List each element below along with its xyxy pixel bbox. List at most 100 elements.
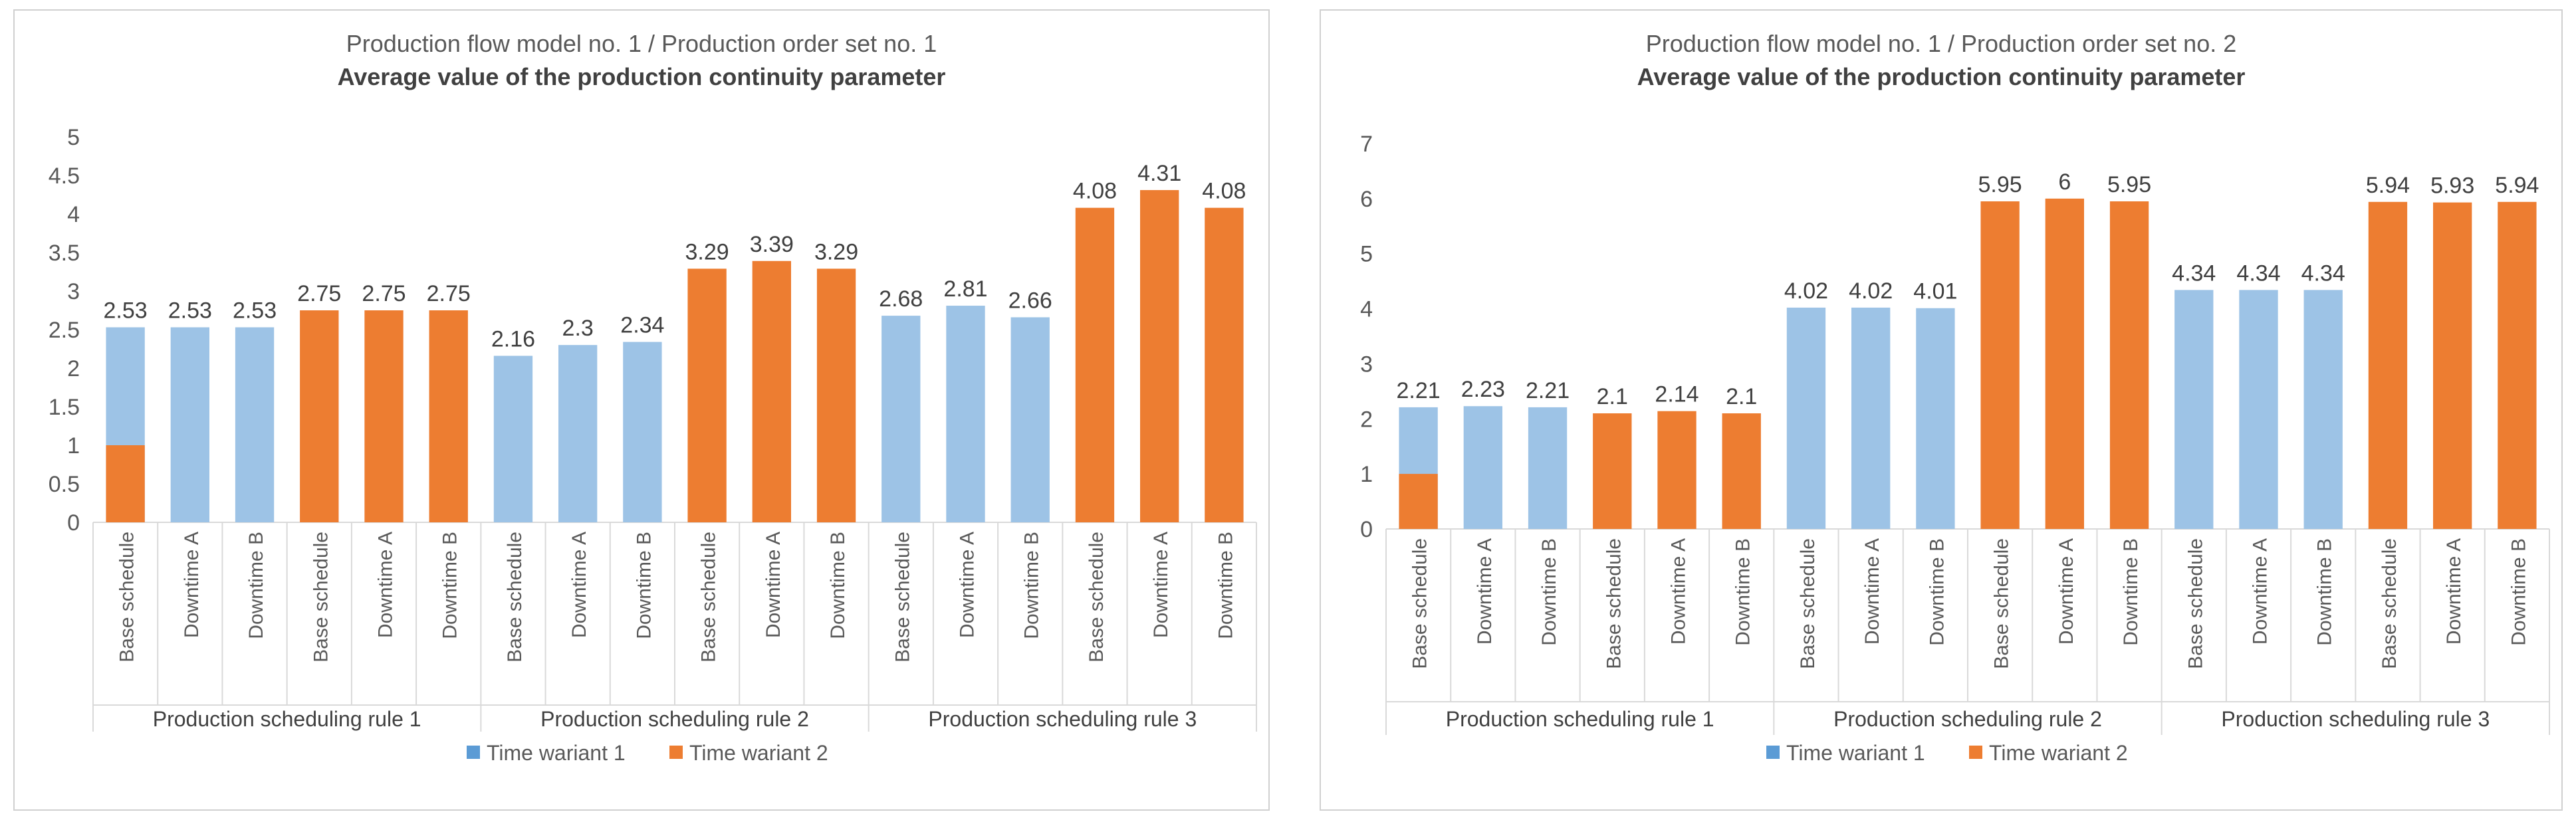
bar-14 xyxy=(946,306,985,522)
y-tick-label: 1 xyxy=(67,433,80,459)
y-tick-label: 0.5 xyxy=(49,472,80,497)
y-tick-label: 0 xyxy=(1360,517,1373,542)
category-label: Downtime A xyxy=(1861,538,1883,645)
category-label: Downtime A xyxy=(1150,532,1172,638)
category-label: Downtime B xyxy=(1732,538,1754,646)
category-label: Downtime B xyxy=(2314,538,2336,646)
y-tick-label: 4 xyxy=(1360,297,1373,322)
bar-value-label: 2.53 xyxy=(104,298,148,324)
category-label: Base schedule xyxy=(698,532,720,663)
chart-panel-1: Production flow model no. 1 / Production… xyxy=(13,9,1270,811)
bar-value-label: 2.81 xyxy=(943,276,987,302)
bar-value-label: 5.94 xyxy=(2366,173,2410,198)
bar-16 xyxy=(1075,207,1115,522)
bar-value-label: 4.08 xyxy=(1073,179,1117,204)
bar-value-label: 2.3 xyxy=(562,316,594,341)
bar-15 xyxy=(1010,317,1050,522)
bar-value-label: 2.75 xyxy=(362,281,406,306)
bar-12 xyxy=(816,268,856,522)
bar-value-label: 4.08 xyxy=(1202,179,1246,204)
bar-overlay-segment xyxy=(106,445,145,522)
bar-value-label: 2.23 xyxy=(1461,377,1505,402)
y-tick-label: 4.5 xyxy=(49,163,80,189)
legend-swatch-1 xyxy=(467,746,480,759)
bar-value-label: 5.93 xyxy=(2430,173,2474,199)
legend-label-2: Time wariant 2 xyxy=(689,741,828,765)
bar-17 xyxy=(1140,190,1179,522)
bar-value-label: 2.66 xyxy=(1008,288,1052,313)
category-label: Downtime A xyxy=(2055,538,2077,645)
legend-label-2: Time wariant 2 xyxy=(1989,741,2128,765)
bar-13 xyxy=(881,316,921,522)
y-tick-label: 3 xyxy=(67,279,80,304)
group-label: Production scheduling rule 1 xyxy=(153,707,421,731)
bar-value-label: 2.75 xyxy=(427,281,471,306)
bar-2 xyxy=(1463,406,1502,529)
legend-label-1: Time wariant 1 xyxy=(1786,741,1925,765)
bar-18 xyxy=(2498,201,2537,529)
bar-5 xyxy=(1657,411,1697,529)
bar-16 xyxy=(2368,201,2408,529)
bar-value-label: 2.21 xyxy=(1526,378,1570,403)
group-label: Production scheduling rule 3 xyxy=(2221,707,2490,731)
y-tick-label: 1.5 xyxy=(49,395,80,420)
bar-4 xyxy=(1593,413,1632,529)
category-label: Downtime A xyxy=(957,532,979,638)
bar-3 xyxy=(1528,407,1568,529)
bar-7 xyxy=(1786,307,1826,529)
bar-8 xyxy=(558,345,598,522)
bar-value-label: 5.95 xyxy=(2107,172,2151,197)
bar-overlay-segment xyxy=(1399,474,1438,529)
category-label: Base schedule xyxy=(310,532,332,663)
bar-9 xyxy=(623,342,662,522)
category-label: Base schedule xyxy=(891,532,913,663)
bar-value-label: 2.53 xyxy=(233,298,277,324)
group-label: Production scheduling rule 2 xyxy=(540,707,809,731)
bar-value-label: 2.1 xyxy=(1726,384,1757,409)
category-label: Base schedule xyxy=(2379,538,2400,669)
category-label: Downtime A xyxy=(2250,538,2272,645)
bar-13 xyxy=(2174,290,2214,529)
group-label: Production scheduling rule 2 xyxy=(1833,707,2102,731)
group-label: Production scheduling rule 1 xyxy=(1446,707,1714,731)
bar-6 xyxy=(1722,413,1761,529)
bar-value-label: 2.14 xyxy=(1655,382,1698,407)
bar-7 xyxy=(493,356,533,522)
bar-value-label: 3.29 xyxy=(685,239,729,264)
bar-value-label: 2.53 xyxy=(168,298,212,324)
bar-value-label: 4.02 xyxy=(1784,278,1828,304)
category-label: Downtime B xyxy=(1215,532,1236,639)
category-label: Base schedule xyxy=(1409,538,1431,669)
bar-14 xyxy=(2239,290,2278,529)
bar-4 xyxy=(300,310,339,522)
legend-label-1: Time wariant 1 xyxy=(487,741,626,765)
category-label: Base schedule xyxy=(1991,538,2013,669)
y-tick-label: 2 xyxy=(1360,407,1373,432)
bar-value-label: 4.31 xyxy=(1137,161,1181,186)
bar-value-label: 2.34 xyxy=(620,313,664,338)
bar-9 xyxy=(1916,308,1955,529)
bar-2 xyxy=(170,327,209,522)
y-tick-label: 4 xyxy=(67,202,80,227)
bar-10 xyxy=(687,268,727,522)
y-tick-label: 0 xyxy=(67,510,80,536)
chart-subtitle: Average value of the production continui… xyxy=(1637,63,2246,90)
bar-value-label: 2.16 xyxy=(491,326,535,352)
bar-value-label: 5.94 xyxy=(2495,173,2539,198)
bar-12 xyxy=(2109,201,2149,529)
category-label: Downtime B xyxy=(827,532,849,639)
y-tick-label: 2 xyxy=(67,356,80,381)
bar-value-label: 2.21 xyxy=(1397,378,1441,403)
bar-15 xyxy=(2303,290,2343,529)
legend-swatch-2 xyxy=(669,746,683,759)
category-label: Downtime B xyxy=(2508,538,2529,646)
bar-18 xyxy=(1205,207,1244,522)
bar-value-label: 4.01 xyxy=(1913,279,1957,304)
category-label: Downtime A xyxy=(762,532,784,638)
chart-panel-2: Production flow model no. 1 / Production… xyxy=(1320,9,2563,811)
y-tick-label: 1 xyxy=(1360,462,1373,487)
category-label: Base schedule xyxy=(504,532,526,663)
bar-11 xyxy=(752,260,791,522)
bar-value-label: 3.39 xyxy=(750,232,794,257)
category-label: Downtime A xyxy=(2443,538,2465,645)
